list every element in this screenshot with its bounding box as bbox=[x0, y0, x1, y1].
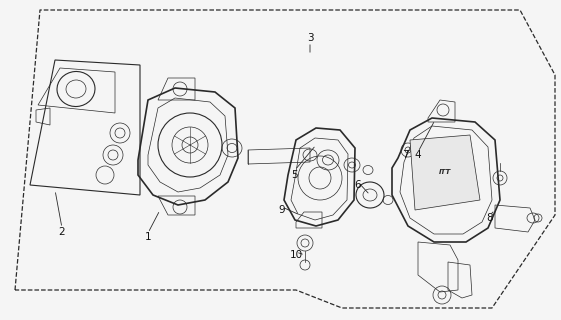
Text: 8: 8 bbox=[487, 213, 493, 223]
Text: 6: 6 bbox=[355, 180, 361, 190]
Text: 10: 10 bbox=[289, 250, 302, 260]
Text: 7: 7 bbox=[402, 150, 408, 160]
Text: ITT: ITT bbox=[439, 169, 451, 175]
Polygon shape bbox=[410, 135, 480, 210]
Text: 2: 2 bbox=[59, 227, 65, 237]
Text: 3: 3 bbox=[307, 33, 313, 43]
Text: 9: 9 bbox=[279, 205, 286, 215]
Text: 5: 5 bbox=[292, 170, 298, 180]
Text: 4: 4 bbox=[415, 150, 421, 160]
Text: 1: 1 bbox=[145, 232, 151, 242]
